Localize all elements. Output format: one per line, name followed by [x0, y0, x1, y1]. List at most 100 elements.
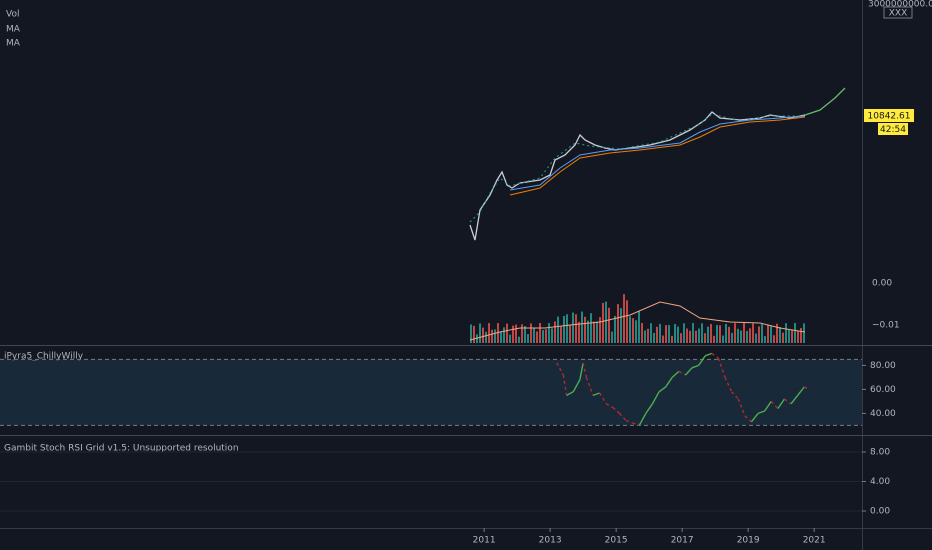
volume-bar	[611, 331, 613, 343]
volume-bar	[473, 325, 475, 343]
volume-bar	[482, 327, 484, 343]
volume-bar	[665, 325, 667, 343]
volume-bar	[689, 330, 691, 343]
volume-bar	[632, 318, 634, 343]
volume-bar	[779, 326, 781, 343]
stoch-segment	[797, 386, 805, 396]
stoch-segment	[599, 392, 607, 405]
currency[interactable]: XXX	[889, 9, 908, 19]
ma-line	[509, 115, 806, 191]
volume-bar	[680, 333, 682, 343]
volume-bar	[518, 336, 520, 343]
volume-bars	[470, 294, 805, 343]
volume-bar	[554, 321, 556, 343]
volume-bar	[563, 315, 565, 343]
price-tag	[864, 109, 914, 122]
stoch-segment	[632, 422, 640, 427]
x-tick-label: 2019	[737, 536, 760, 546]
volume-bar	[647, 328, 649, 343]
volume-bar	[701, 323, 703, 343]
volume-bar	[638, 311, 640, 343]
volume-bar	[677, 326, 679, 343]
stoch-segment	[566, 391, 574, 397]
volume-bar	[503, 327, 505, 343]
volume-bar	[635, 320, 637, 343]
volume-bar	[485, 331, 487, 343]
volume-bar	[662, 335, 664, 343]
volume-bar	[707, 326, 709, 343]
volume-bar	[566, 314, 568, 343]
stoch-segment	[618, 412, 627, 422]
stoch-segment	[784, 398, 792, 405]
volume-bar	[794, 323, 796, 343]
volume-bar	[506, 323, 508, 343]
volume-bar	[476, 334, 478, 343]
volume-bar	[752, 323, 754, 343]
y-tick-label: 8.00	[870, 447, 890, 457]
x-tick-label: 2017	[671, 536, 694, 546]
pane-title: iPyra5_ChillyWilly	[4, 352, 84, 362]
volume-bar	[515, 324, 517, 343]
volume-bar	[599, 317, 601, 343]
ma-line	[509, 116, 806, 196]
volume-bar	[800, 328, 802, 343]
stoch-segment	[711, 352, 719, 359]
volume-bar	[686, 328, 688, 343]
volume-bar	[581, 311, 583, 343]
stoch-segment	[777, 398, 786, 409]
currency-box[interactable]	[883, 6, 913, 19]
volume-bar	[755, 333, 757, 343]
volume-bar	[656, 326, 658, 343]
volume-bar	[587, 320, 589, 343]
volume-bar	[704, 333, 706, 343]
stoch-segment	[665, 377, 673, 388]
volume-bar	[560, 326, 562, 343]
stoch-segment	[592, 392, 600, 397]
volume-bar	[500, 332, 502, 343]
stoch-segment	[750, 412, 759, 423]
volume-bar	[770, 325, 772, 343]
volume-bar	[545, 329, 547, 343]
volume-bar	[602, 302, 604, 343]
volume-bar	[740, 330, 742, 343]
stoch-segment	[582, 362, 588, 378]
stoch-segment	[698, 355, 706, 366]
volume-bar	[641, 323, 643, 343]
pane-title: Gambit Stoch RSI Grid v1.5: Unsupported …	[4, 444, 239, 454]
volume-bar	[776, 323, 778, 343]
stoch-segment	[556, 362, 564, 376]
stoch-segment	[612, 406, 620, 414]
volume-bar	[590, 313, 592, 343]
x-tick-label: 2013	[539, 536, 562, 546]
stoch-segment	[790, 394, 799, 405]
x-tick-label: 2011	[473, 536, 496, 546]
volume-bar	[692, 323, 694, 343]
legend-item[interactable]: MA	[6, 39, 21, 49]
volume-bar	[542, 330, 544, 343]
volume-bar	[650, 323, 652, 343]
volume-bar	[734, 323, 736, 343]
stoch-segment	[658, 386, 667, 393]
volume-bar	[623, 294, 625, 343]
price-candles	[469, 111, 806, 241]
volume-bar	[617, 304, 619, 343]
volume-ma	[469, 301, 806, 341]
y-tick-label: 60.00	[870, 385, 896, 395]
volume-bar	[578, 321, 580, 343]
countdown: 42:54	[880, 125, 906, 135]
volume-bar	[521, 324, 523, 343]
legend-item[interactable]: MA	[6, 25, 21, 35]
volume-bar	[614, 315, 616, 343]
legend-item[interactable]: Vol	[6, 10, 19, 20]
volume-bar	[470, 324, 472, 343]
volume-bar	[746, 331, 748, 343]
volume-bar	[788, 329, 790, 343]
volume-bar	[557, 316, 559, 343]
volume-bar	[728, 326, 730, 343]
volume-bar	[782, 332, 784, 343]
volume-tick-label: −0.01	[872, 321, 900, 331]
stoch-segment	[605, 403, 614, 409]
volume-bar	[575, 314, 577, 343]
